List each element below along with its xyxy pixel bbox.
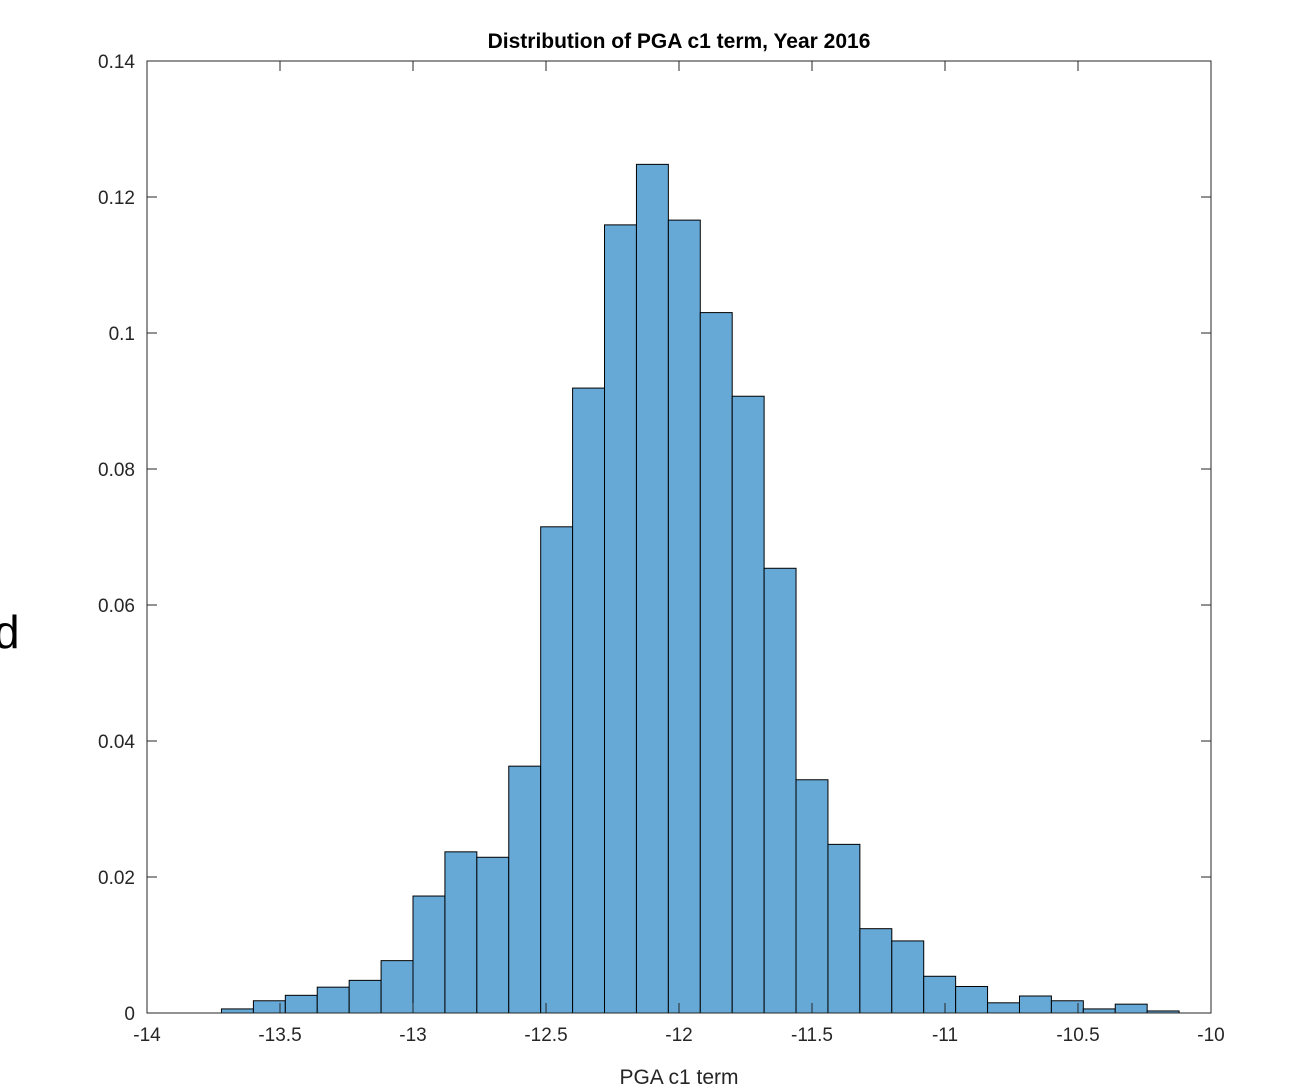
x-tick-label: -12.5 <box>524 1025 567 1046</box>
histogram-bar <box>699 312 733 1014</box>
histogram-bar <box>923 975 957 1014</box>
histogram-bar <box>891 940 925 1014</box>
histogram-bar <box>476 856 510 1014</box>
histogram-bar <box>284 994 318 1014</box>
histogram-bar <box>1050 1000 1084 1014</box>
y-tick-label: 0 <box>124 1004 135 1025</box>
y-tick-label: 0.1 <box>109 324 135 345</box>
histogram-bar <box>412 895 446 1014</box>
histogram-bar <box>955 985 989 1014</box>
x-tick-label: -13 <box>399 1025 426 1046</box>
histogram-bar <box>987 1002 1020 1014</box>
x-tick-label: -14 <box>133 1025 161 1046</box>
axis-ticks <box>146 60 1212 1014</box>
histogram-bars <box>220 163 1180 1014</box>
histogram-bar <box>635 163 669 1014</box>
x-tick-label: -13.5 <box>258 1025 301 1046</box>
histogram-bar <box>252 1000 286 1014</box>
y-tick-label: 0.04 <box>98 732 135 753</box>
histogram-bar <box>1082 1008 1116 1014</box>
histogram-bar <box>859 928 893 1014</box>
chart-title: Distribution of PGA c1 term, Year 2016 <box>488 30 871 53</box>
histogram-bar <box>444 851 478 1014</box>
x-tick-label: -10.5 <box>1056 1025 1099 1046</box>
x-tick-label: -12 <box>665 1025 692 1046</box>
histogram-bar <box>380 960 414 1014</box>
histogram-bar <box>572 387 606 1014</box>
histogram-bar <box>1114 1003 1148 1014</box>
x-tick-label: -10 <box>1197 1025 1224 1046</box>
histogram-bar <box>1018 995 1052 1014</box>
y-tick-label: 0.12 <box>98 188 135 209</box>
y-tick-label: 0.02 <box>98 868 135 889</box>
x-tick-label: -11.5 <box>791 1025 833 1046</box>
histogram-bar <box>348 979 382 1014</box>
y-tick-label: 0.08 <box>98 460 135 481</box>
histogram-bar <box>540 526 574 1014</box>
y-tick-label: 0.06 <box>98 596 135 617</box>
histogram-bar <box>763 567 797 1014</box>
clipped-left-text: d <box>0 606 20 658</box>
histogram-bar <box>731 395 765 1014</box>
histogram-bar <box>827 843 861 1014</box>
axis-tick-labels: -14 -13.5 -13 -12.5 -12 -11.5 -11 -10.5 -10 0 0.02… <box>98 52 1225 1046</box>
histogram-bar <box>667 219 701 1014</box>
histogram-bar <box>604 224 637 1014</box>
histogram-bar <box>508 765 542 1014</box>
histogram-bar <box>795 779 829 1014</box>
x-tick-label: -11 <box>932 1025 958 1046</box>
histogram-bar <box>220 1008 254 1014</box>
y-tick-label: 0.14 <box>98 52 135 73</box>
x-axis-label: PGA c1 term <box>619 1066 738 1087</box>
histogram-bar <box>316 986 350 1014</box>
